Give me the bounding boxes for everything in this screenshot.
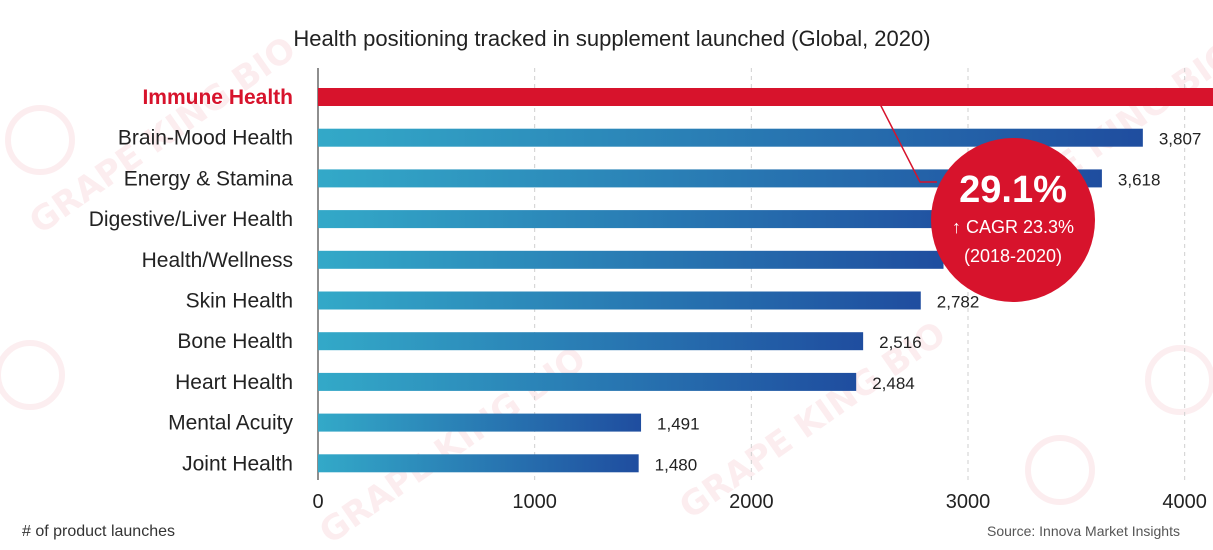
chart-title: Health positioning tracked in supplement… xyxy=(293,26,930,51)
bar xyxy=(318,250,944,269)
callout-percent: 29.1% xyxy=(959,169,1067,211)
bar xyxy=(318,169,1102,188)
callout-period: (2018-2020) xyxy=(964,246,1062,266)
category-label: Mental Acuity xyxy=(168,412,293,435)
value-label: 3,807 xyxy=(1159,130,1202,149)
value-label: 2,516 xyxy=(879,333,922,352)
category-label: Joint Health xyxy=(182,452,293,475)
bar xyxy=(318,332,864,351)
x-tick-label: 3000 xyxy=(946,491,991,513)
cagr-callout: 29.1% ↑ CAGR 23.3% (2018-2020) xyxy=(931,138,1095,302)
value-label: 1,480 xyxy=(655,455,698,474)
x-tick-labels: 0100020003000400050006000 xyxy=(312,491,1207,513)
bar xyxy=(318,88,1213,106)
svg-text:GRAPE KING BIO: GRAPE KING BIO xyxy=(312,339,593,550)
value-label: 2,782 xyxy=(937,293,980,312)
callout-circle xyxy=(931,138,1095,302)
x-tick-label: 0 xyxy=(312,491,323,513)
value-label: 3,618 xyxy=(1118,170,1161,189)
category-labels: Immune Health Brain-Mood Health Energy & S… xyxy=(89,86,294,475)
bars xyxy=(318,88,1213,473)
category-label: Bone Health xyxy=(177,330,293,353)
bar xyxy=(318,413,642,432)
bar xyxy=(318,128,1143,147)
category-label: Heart Health xyxy=(175,371,293,394)
x-axis-label: # of product launches xyxy=(22,523,175,540)
x-tick-label: 1000 xyxy=(512,491,557,513)
bar xyxy=(318,210,982,229)
value-label: 2,484 xyxy=(872,374,915,393)
bar xyxy=(318,454,639,473)
category-label: Skin Health xyxy=(186,290,293,313)
category-label: Digestive/Liver Health xyxy=(89,208,293,231)
bar xyxy=(318,291,921,310)
category-label: Brain-Mood Health xyxy=(118,127,293,150)
x-tick-label: 2000 xyxy=(729,491,774,513)
value-label: 1,491 xyxy=(657,415,700,434)
category-label: Immune Health xyxy=(142,86,293,109)
category-label: Energy & Stamina xyxy=(124,167,294,190)
category-label: Health/Wellness xyxy=(142,249,293,272)
x-tick-label: 4000 xyxy=(1162,491,1207,513)
callout-connector xyxy=(879,103,937,183)
bar xyxy=(318,372,857,391)
callout-cagr: ↑ CAGR 23.3% xyxy=(952,217,1074,237)
source-note: Source: Innova Market Insights xyxy=(987,523,1180,539)
